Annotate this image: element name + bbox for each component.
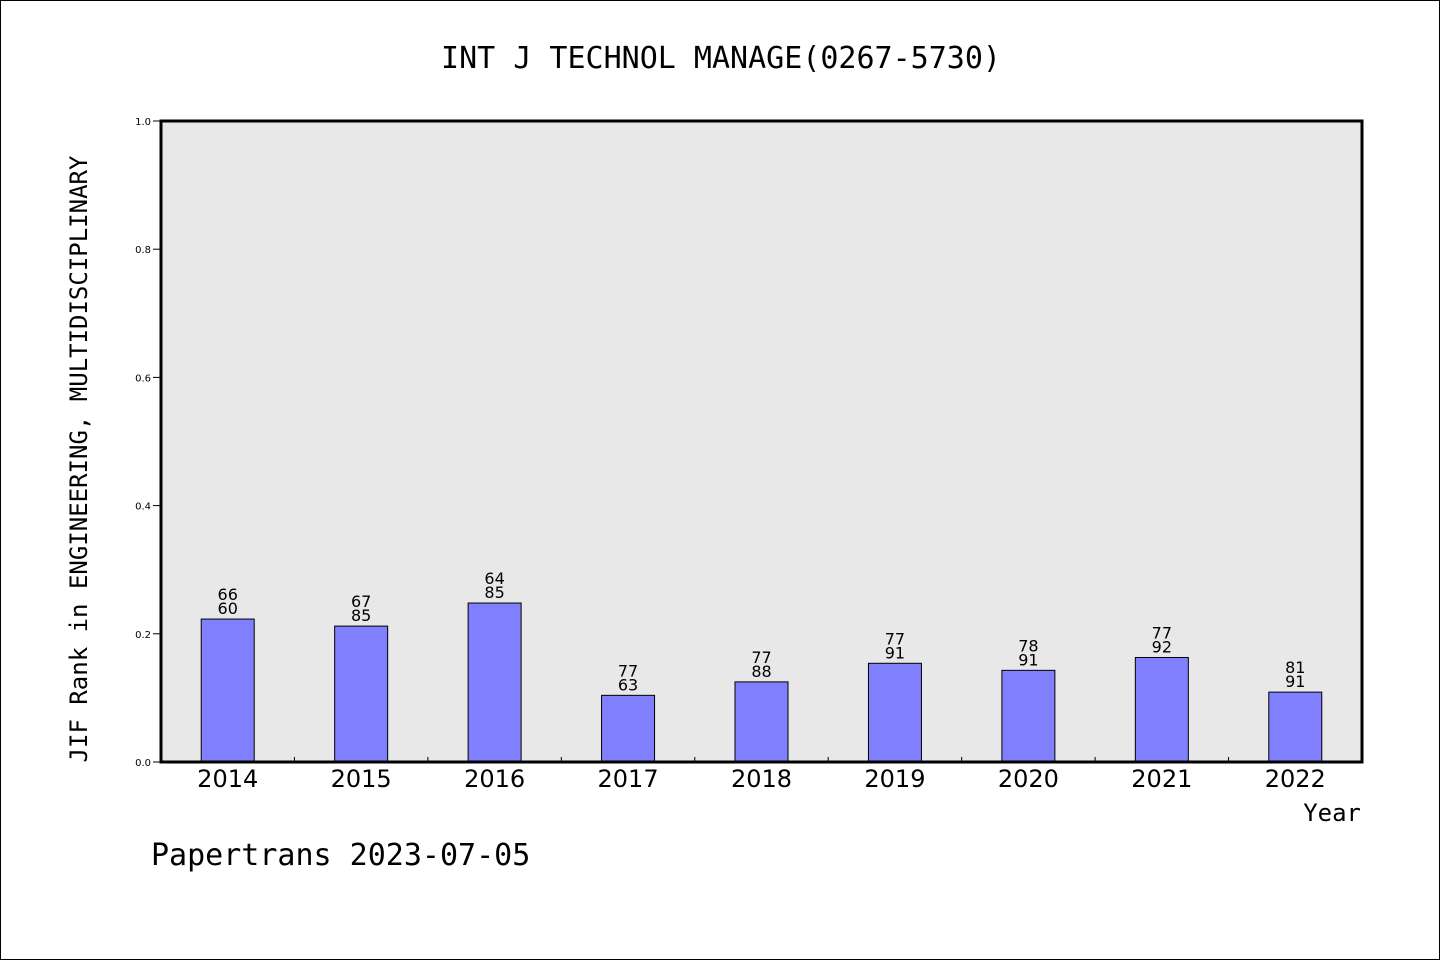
data-label-rank: 64 bbox=[484, 569, 504, 588]
bar-2016 bbox=[467, 602, 522, 763]
data-label-rank: 78 bbox=[1018, 636, 1038, 655]
data-label-total: 85 bbox=[351, 606, 371, 625]
x-tick-label: 2020 bbox=[998, 765, 1059, 793]
bar-2020 bbox=[1001, 669, 1056, 763]
bar-2018 bbox=[734, 681, 789, 763]
data-label-total: 91 bbox=[885, 643, 905, 662]
data-label-total: 60 bbox=[218, 599, 238, 618]
y-tick-label: 1.0 bbox=[135, 117, 151, 128]
x-tick-label: 2015 bbox=[331, 765, 392, 793]
bar-2014 bbox=[200, 618, 255, 763]
x-tick-label: 2017 bbox=[598, 765, 659, 793]
y-tick-label: 0.4 bbox=[135, 502, 151, 513]
data-label-total: 92 bbox=[1152, 638, 1172, 657]
bar-2019 bbox=[867, 662, 922, 763]
data-label-rank: 77 bbox=[618, 661, 638, 680]
x-tick-label: 2014 bbox=[197, 765, 258, 793]
x-tick-label: 2018 bbox=[731, 765, 792, 793]
x-axis-ticks: 2014 2015 2016 2017 2018 2019 2020 2021 2022 bbox=[197, 757, 1326, 793]
bar-2021 bbox=[1134, 657, 1189, 763]
data-label-total: 63 bbox=[618, 675, 638, 694]
x-tick-label: 2022 bbox=[1265, 765, 1326, 793]
data-label-total: 91 bbox=[1285, 672, 1305, 691]
y-tick-label: 0.0 bbox=[135, 758, 151, 769]
data-label-total: 88 bbox=[751, 662, 771, 681]
y-axis-label: JIF Rank in ENGINEERING, MULTIDISCIPLINA… bbox=[65, 155, 93, 762]
footer-credit: Papertrans 2023-07-05 bbox=[151, 838, 530, 873]
bar-2022 bbox=[1268, 691, 1323, 763]
x-axis-label: Year bbox=[1303, 799, 1361, 827]
data-label-rank: 81 bbox=[1285, 658, 1305, 677]
chart-title: INT J TECHNOL MANAGE(0267-5730) bbox=[441, 41, 1001, 76]
data-label-rank: 77 bbox=[885, 629, 905, 648]
bar-2015 bbox=[334, 625, 389, 763]
data-label-total: 91 bbox=[1018, 650, 1038, 669]
y-tick-label: 0.6 bbox=[135, 373, 151, 384]
x-tick-label: 2016 bbox=[464, 765, 525, 793]
data-label-rank: 67 bbox=[351, 592, 371, 611]
bar-2017 bbox=[601, 694, 656, 763]
y-axis-ticks: 0.0 0.2 0.4 0.6 0.8 1.0 bbox=[135, 117, 161, 769]
y-tick-label: 0.2 bbox=[135, 630, 151, 641]
y-tick-label: 0.8 bbox=[135, 245, 151, 256]
data-label-rank: 77 bbox=[751, 648, 771, 667]
data-label-rank: 66 bbox=[218, 585, 238, 604]
data-label-total: 85 bbox=[484, 583, 504, 602]
data-label-rank: 77 bbox=[1152, 624, 1172, 643]
x-tick-label: 2019 bbox=[864, 765, 925, 793]
plot-border bbox=[159, 119, 1364, 764]
x-tick-label: 2021 bbox=[1131, 765, 1192, 793]
